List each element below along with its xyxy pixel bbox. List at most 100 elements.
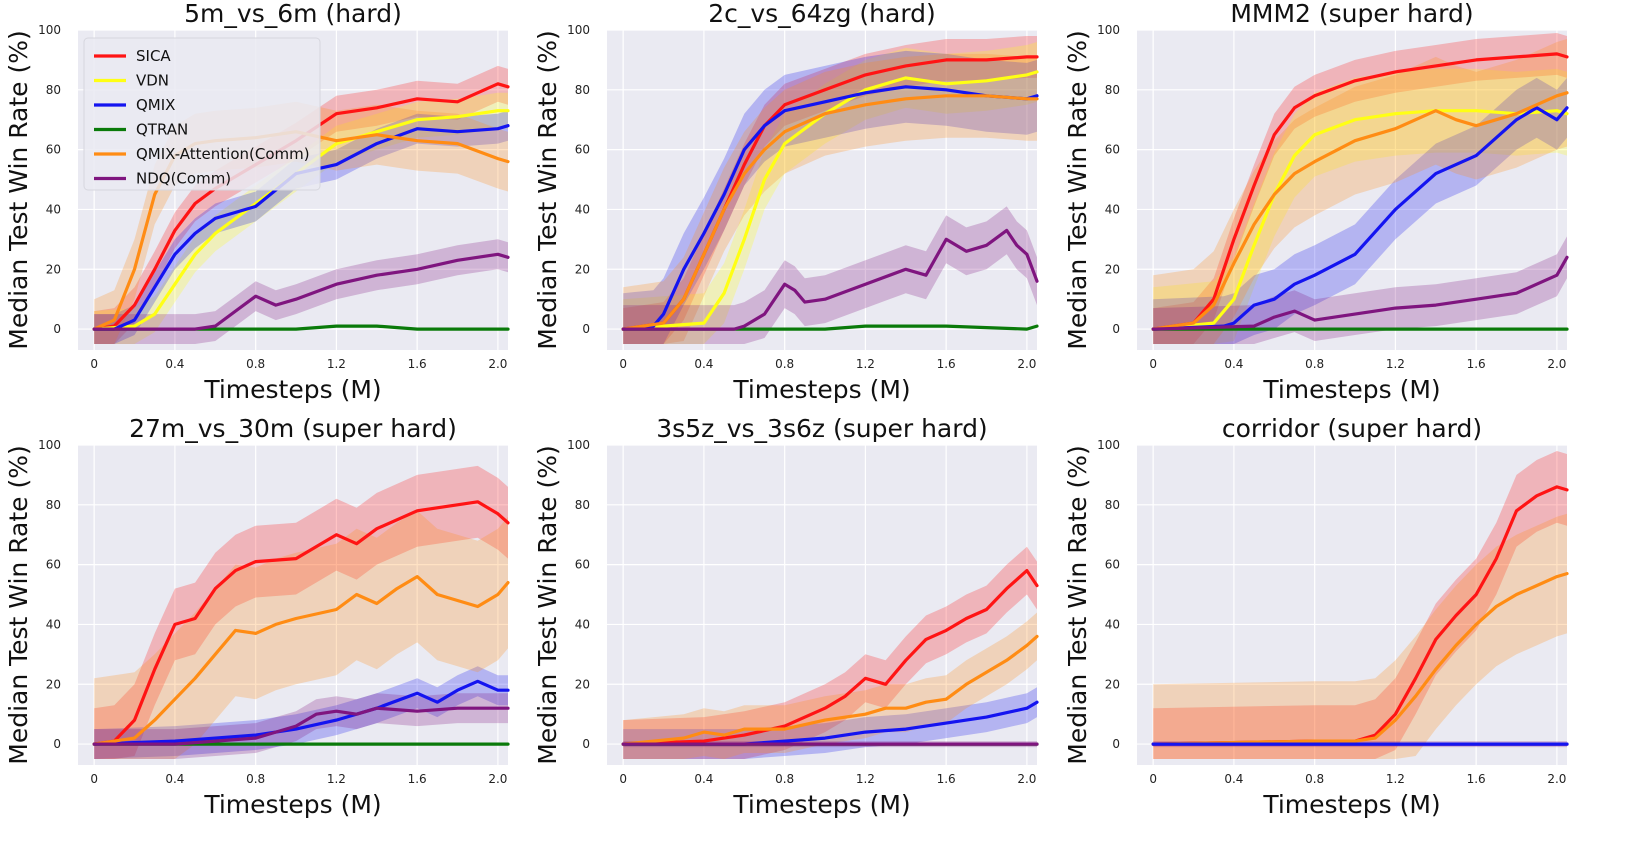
x-tick-label: 1.6 [408, 772, 427, 786]
x-tick-label: 0.4 [694, 357, 713, 371]
y-tick-label: 80 [1105, 498, 1120, 512]
x-tick-label: 1.2 [327, 357, 346, 371]
y-tick-label: 20 [46, 262, 61, 276]
series-line-ndq-comm [92, 252, 510, 331]
y-tick-label: 40 [46, 617, 61, 631]
legend-label-vdn: VDN [136, 72, 169, 90]
series-line-qmix-attention-comm [621, 94, 1039, 331]
x-axis-label: Timesteps (M) [1262, 375, 1440, 404]
series-line-ndq-comm [92, 706, 510, 746]
x-tick-label: 0.4 [694, 772, 713, 786]
legend-label-qtran: QTRAN [136, 121, 188, 139]
series-line-qtran [621, 324, 1039, 331]
band-qmix [94, 666, 508, 759]
legend-label-ndq-comm: NDQ(Comm) [136, 170, 231, 188]
y-tick-label: 100 [567, 23, 590, 37]
x-tick-label: 0.4 [1224, 357, 1243, 371]
y-tick-label: 80 [46, 83, 61, 97]
x-tick-label: 2.0 [1547, 772, 1566, 786]
band-sica [623, 546, 1037, 759]
x-tick-label: 1.2 [1386, 357, 1405, 371]
x-tick-label: 2.0 [488, 772, 507, 786]
x-tick-label: 0 [90, 772, 98, 786]
plot-area [1137, 445, 1567, 765]
y-tick-label: 60 [1105, 143, 1120, 157]
y-axis-label: Median Test Win Rate (%) [1063, 445, 1092, 765]
y-tick-label: 0 [53, 322, 61, 336]
x-tick-label: 0 [619, 357, 627, 371]
band-vdn [623, 42, 1037, 344]
x-tick-label: 2.0 [1017, 772, 1036, 786]
x-tick-label: 0.4 [1224, 772, 1243, 786]
y-tick-label: 40 [575, 617, 590, 631]
subplot-title: 27m_vs_30m (super hard) [129, 414, 457, 443]
y-axis-label: Median Test Win Rate (%) [1063, 30, 1092, 350]
subplot-title: MMM2 (super hard) [1230, 0, 1473, 28]
x-tick-label: 0 [1149, 772, 1157, 786]
x-tick-label: 1.2 [856, 772, 875, 786]
band-qmix [623, 50, 1037, 345]
y-tick-label: 100 [38, 438, 61, 452]
y-axis-label: Median Test Win Rate (%) [533, 30, 562, 350]
y-tick-label: 0 [53, 737, 61, 751]
y-tick-label: 80 [575, 83, 590, 97]
y-tick-label: 100 [1097, 438, 1120, 452]
x-tick-label: 1.6 [937, 357, 956, 371]
band-vdn [1153, 68, 1567, 345]
y-tick-label: 0 [582, 322, 590, 336]
y-tick-label: 40 [575, 202, 590, 216]
series-line-qmix-attention-comm [1151, 91, 1569, 331]
x-tick-label: 2.0 [488, 357, 507, 371]
y-tick-label: 100 [1097, 23, 1120, 37]
y-tick-label: 60 [46, 143, 61, 157]
y-tick-label: 60 [575, 558, 590, 572]
y-tick-label: 60 [46, 558, 61, 572]
x-axis-label: Timesteps (M) [203, 790, 381, 819]
y-tick-label: 20 [46, 677, 61, 691]
series-line-ndq-comm [1151, 255, 1569, 331]
band-qmix [623, 687, 1037, 759]
x-tick-label: 0 [90, 357, 98, 371]
x-tick-label: 0.8 [775, 357, 794, 371]
band-sica [1153, 451, 1567, 759]
band-sica [1153, 33, 1567, 344]
band-ndq-comm [1153, 236, 1567, 344]
y-tick-label: 100 [38, 23, 61, 37]
y-tick-label: 20 [1105, 262, 1120, 276]
y-axis-label: Median Test Win Rate (%) [533, 445, 562, 765]
x-tick-label: 0.8 [775, 772, 794, 786]
legend-label-qmix: QMIX [136, 96, 175, 114]
series-line-sica [1151, 52, 1569, 331]
series-line-vdn [1151, 109, 1569, 331]
series-line-qmix-attention-comm [92, 575, 510, 746]
series-line-ndq-comm [621, 228, 1039, 331]
x-axis-label: Timesteps (M) [732, 375, 910, 404]
series-line-qmix [92, 124, 510, 331]
x-axis-label: Timesteps (M) [203, 375, 381, 404]
band-qmix-attention-comm [623, 53, 1037, 345]
x-tick-label: 1.2 [856, 357, 875, 371]
subplot-title: corridor (super hard) [1222, 414, 1482, 443]
y-tick-label: 40 [1105, 202, 1120, 216]
y-tick-label: 20 [575, 677, 590, 691]
subplot-title: 3s5z_vs_3s6z (super hard) [656, 414, 987, 443]
x-tick-label: 1.6 [937, 772, 956, 786]
legend-label-qmix-attention-comm: QMIX-Attention(Comm) [136, 145, 310, 163]
x-tick-label: 0.8 [1305, 357, 1324, 371]
y-tick-label: 40 [46, 202, 61, 216]
x-tick-label: 0.8 [1305, 772, 1324, 786]
y-tick-label: 100 [567, 438, 590, 452]
series-line-qmix-attention-comm [621, 634, 1039, 746]
subplot-6: 0 0.4 0.8 1.2 1.6 2.0 0 20 40 60 80 100 corridor (su… [1063, 414, 1569, 819]
band-qmix-attention-comm [623, 612, 1037, 759]
y-tick-label: 80 [1105, 83, 1120, 97]
series-line-qmix [621, 85, 1039, 331]
y-tick-label: 40 [1105, 617, 1120, 631]
x-tick-label: 0.8 [246, 357, 265, 371]
y-tick-label: 20 [575, 262, 590, 276]
y-tick-label: 60 [1105, 558, 1120, 572]
x-tick-label: 1.2 [1386, 772, 1405, 786]
y-tick-label: 0 [1112, 737, 1120, 751]
x-tick-label: 2.0 [1547, 357, 1566, 371]
